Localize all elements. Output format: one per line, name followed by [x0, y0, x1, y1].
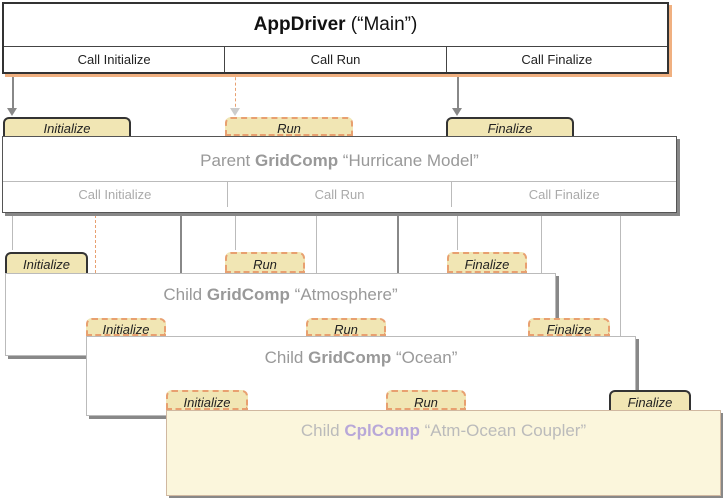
coupler-cplcomp-box: Child CplComp “Atm-Ocean Coupler”	[166, 410, 721, 496]
connector-line	[95, 210, 96, 318]
coupler-title: Child CplComp “Atm-Ocean Coupler”	[300, 421, 587, 440]
parent-tab-finalize: Finalize	[446, 117, 574, 137]
connector-line	[620, 210, 621, 390]
atmosphere-tab-run: Run	[225, 252, 305, 274]
connector-line	[235, 210, 236, 250]
connector-line	[12, 210, 13, 250]
coupler-tab-finalize: Finalize	[609, 390, 691, 411]
connector-line	[316, 210, 317, 318]
call-finalize: Call Finalize	[521, 52, 593, 67]
atmosphere-tab-initialize: Initialize	[5, 252, 88, 274]
call-run: Call Run	[228, 182, 453, 207]
ocean-tab-run: Run	[306, 318, 386, 337]
connector-line	[235, 72, 236, 112]
connector-line	[457, 72, 459, 112]
connector-line	[457, 210, 458, 250]
connector-line	[541, 210, 542, 318]
coupler-tab-run: Run	[386, 390, 466, 411]
atmosphere-title: Child GridComp “Atmosphere”	[163, 285, 398, 304]
call-initialize: Call Initialize	[4, 47, 226, 72]
coupler-tab-initialize: Initialize	[166, 390, 248, 411]
ocean-tab-initialize: Initialize	[86, 318, 166, 337]
ocean-title: Child GridComp “Ocean”	[264, 348, 458, 367]
call-run: Call Run	[225, 47, 447, 72]
parent-call-row: Call Initialize Call Run Call Finalize	[3, 181, 676, 207]
arrow-down-icon	[7, 108, 17, 116]
atmosphere-tab-finalize: Finalize	[447, 252, 527, 274]
app-driver-call-row: Call Initialize Call Run Call Finalize	[4, 46, 667, 72]
parent-tab-run: Run	[225, 117, 353, 137]
app-driver-title: AppDriver (“Main”)	[253, 14, 418, 35]
arrow-down-icon	[230, 108, 240, 116]
parent-gridcomp-box: Parent GridComp “Hurricane Model” Call I…	[2, 136, 677, 213]
ocean-tab-finalize: Finalize	[528, 318, 610, 337]
call-initialize: Call Initialize	[3, 182, 228, 207]
arrow-down-icon	[452, 108, 462, 116]
connector-line	[12, 72, 14, 112]
call-finalize: Call Finalize	[528, 187, 600, 202]
app-driver-box: AppDriver (“Main”) Call Initialize Call …	[2, 2, 669, 74]
parent-title: Parent GridComp “Hurricane Model”	[200, 151, 479, 170]
parent-tab-initialize: Initialize	[3, 117, 131, 137]
